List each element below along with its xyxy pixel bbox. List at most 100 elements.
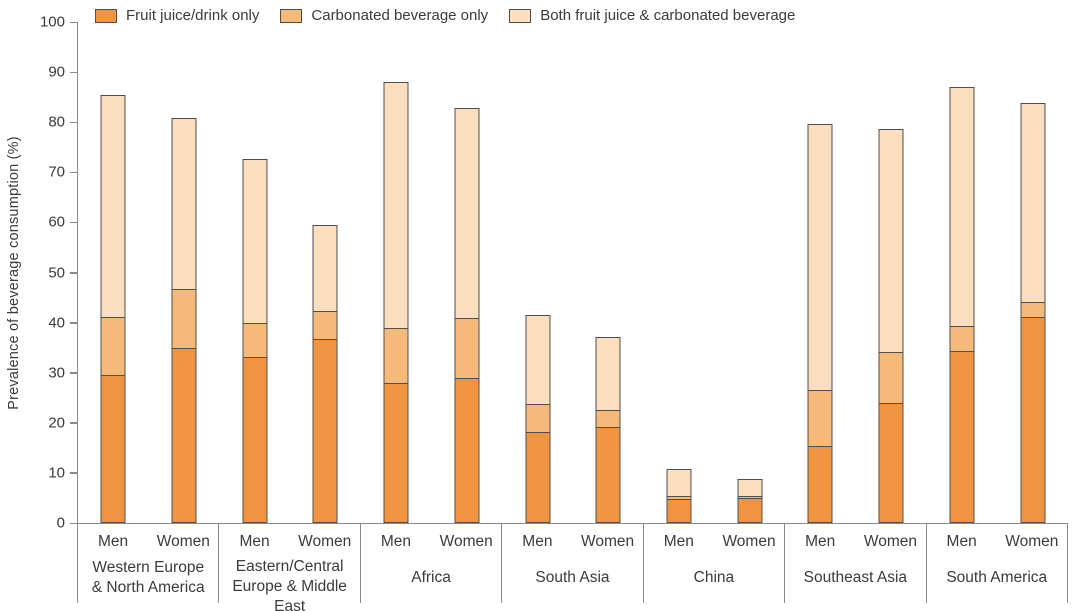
gender-row: Men Women: [219, 524, 359, 557]
bar-group: [785, 22, 926, 523]
bar-segment: [737, 479, 763, 497]
region-label-line: Europe & Middle East: [232, 578, 347, 611]
x-group-cell: Men Women Western Europe & North America: [78, 524, 220, 603]
bar-segment: [807, 124, 833, 392]
gender-label: Women: [1005, 533, 1059, 550]
bar-segment: [100, 316, 126, 377]
gender-row: Men Women: [644, 524, 784, 557]
x-group-cell: Men Women Eastern/Central Europe & Middle E…: [219, 524, 361, 611]
x-band: Men Women Western Europe & North America Men…: [77, 523, 1068, 611]
region-label: Eastern/Central Europe & Middle East: [219, 557, 359, 611]
gender-row: Men Women: [361, 524, 501, 557]
y-tick-label: 100: [39, 13, 65, 31]
bar-segment: [454, 377, 480, 523]
bar-segment: [949, 326, 975, 352]
gender-label: Men: [946, 533, 977, 550]
bar-segment: [525, 432, 551, 523]
bar-segment: [525, 403, 551, 434]
stacked-bar: [878, 128, 904, 523]
gender-label: Women: [581, 533, 635, 550]
bar-segment: [383, 81, 409, 329]
bar-segment: [312, 338, 338, 523]
gender-label: Men: [239, 533, 270, 550]
bar-group: [219, 22, 360, 523]
legend-swatch: [280, 8, 303, 23]
region-label: China: [644, 557, 784, 603]
region-label-line: China: [693, 568, 735, 586]
stacked-bar: [807, 124, 833, 523]
bar-segment: [171, 347, 197, 523]
bar-segment: [242, 159, 268, 325]
y-tick-label: 80: [48, 113, 65, 131]
bars-layer: [78, 22, 1068, 523]
y-tick-mark: [70, 71, 77, 74]
y-tick-label: 10: [48, 464, 65, 482]
legend-item: Fruit juice/drink only: [95, 7, 259, 24]
legend-label: Carbonated beverage only: [311, 7, 489, 24]
bar-group: [644, 22, 785, 523]
bar-segment: [454, 107, 480, 320]
y-tick-label: 70: [48, 163, 65, 181]
y-tick-label: 40: [48, 314, 65, 332]
bar-segment: [1020, 103, 1046, 303]
bar-segment: [737, 497, 763, 523]
plot-area: 0 10 20 30 40 50 60 70 80 90 100: [40, 14, 1068, 532]
bar-segment: [878, 351, 904, 405]
gender-label: Men: [663, 533, 694, 550]
gender-label: Men: [98, 533, 129, 550]
gender-label: Women: [863, 533, 917, 550]
y-tick-label: 60: [48, 213, 65, 231]
y-tick-mark: [70, 21, 77, 23]
bar-segment: [454, 318, 480, 379]
bar-group: [927, 22, 1068, 523]
bar-segment: [878, 128, 904, 353]
gender-label: Men: [522, 533, 553, 550]
y-tick-mark: [70, 221, 77, 224]
stacked-bar: [949, 86, 975, 523]
legend-label: Both fruit juice & carbonated beverage: [540, 7, 796, 24]
legend-item: Both fruit juice & carbonated beverage: [509, 7, 795, 24]
bar-segment: [383, 327, 409, 385]
bar-group: [361, 22, 502, 523]
legend-label: Fruit juice/drink only: [126, 7, 260, 24]
bar-segment: [595, 409, 621, 428]
stacked-bar: [454, 107, 480, 523]
bar-group: [78, 22, 219, 523]
gender-row: Men Women: [502, 524, 642, 557]
bar-segment: [242, 356, 268, 523]
stacked-bar: [171, 117, 197, 523]
region-label: Africa: [361, 557, 501, 603]
bar-segment: [312, 310, 338, 340]
gender-row: Men Women: [785, 524, 925, 557]
bar-segment: [666, 468, 692, 497]
region-label-line: South Asia: [535, 568, 610, 586]
bar-segment: [595, 426, 621, 523]
bar-segment: [807, 445, 833, 523]
bar-segment: [666, 499, 692, 523]
gender-row: Men Women: [927, 524, 1067, 557]
y-tick-label: 30: [48, 364, 65, 382]
y-axis: 0 10 20 30 40 50 60 70 80 90 100: [40, 14, 1068, 532]
x-group-cell: Men Women South America: [927, 524, 1068, 603]
region-label: Southeast Asia: [785, 557, 925, 603]
region-label-line: South America: [946, 568, 1048, 586]
legend: Fruit juice/drink only Carbonated beverag…: [95, 7, 795, 24]
y-tick-mark: [70, 171, 77, 174]
stacked-bar: [737, 479, 763, 523]
stacked-bar: [312, 225, 338, 523]
y-tick-label: 20: [48, 414, 65, 432]
region-label: South America: [927, 557, 1067, 603]
bar-segment: [949, 350, 975, 523]
gender-row: Men Women: [78, 524, 218, 557]
bar-segment: [525, 315, 551, 405]
y-tick-mark: [70, 272, 77, 274]
bar-segment: [242, 323, 268, 358]
region-label-line: & North America: [91, 579, 205, 596]
bar-segment: [949, 86, 975, 328]
bar-group: [502, 22, 643, 523]
stacked-bar: [595, 337, 621, 523]
y-tick-mark: [70, 422, 77, 424]
bar-segment: [595, 337, 621, 411]
bar-segment: [100, 95, 126, 318]
